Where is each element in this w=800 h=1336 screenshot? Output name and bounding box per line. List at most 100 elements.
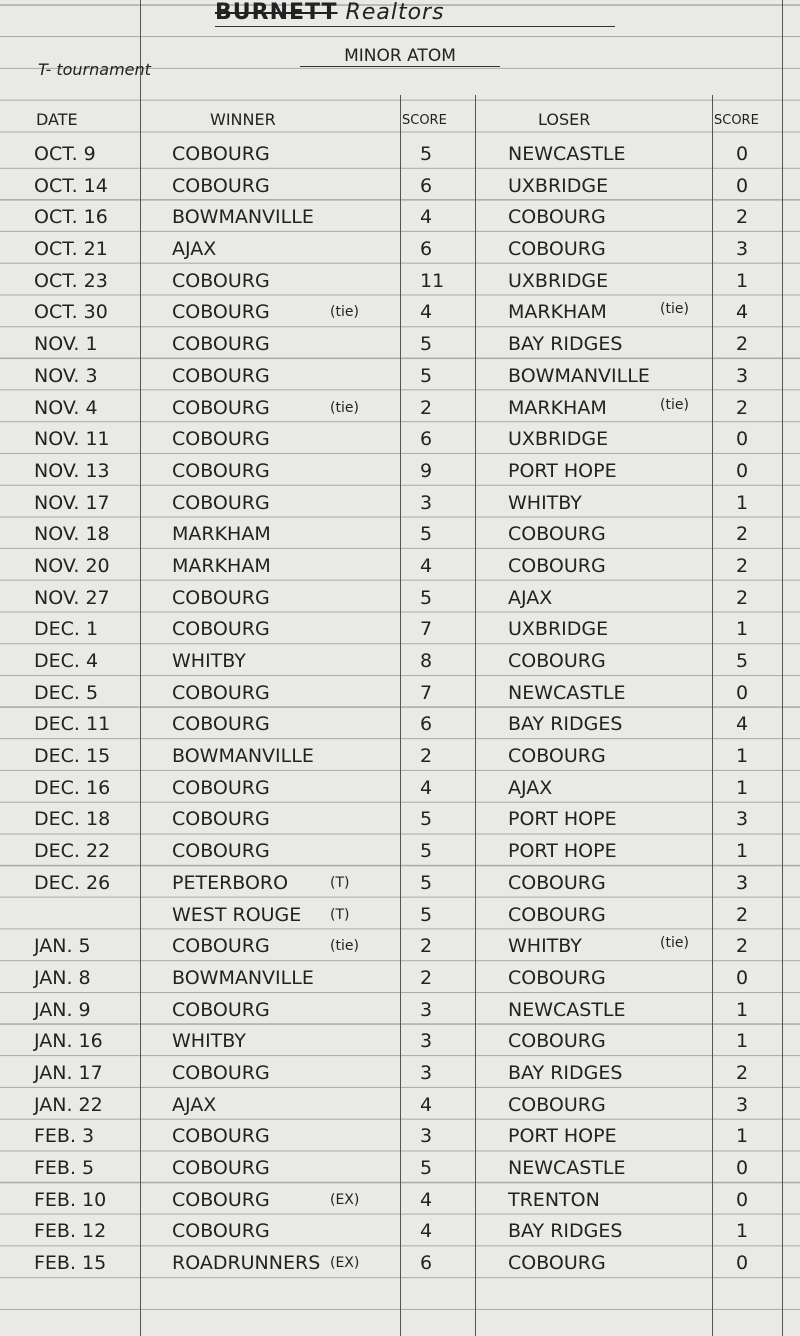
- winner-cell: WEST ROUGE: [172, 903, 302, 926]
- winner-score-cell: 5: [420, 871, 433, 894]
- winner-cell: COBOURG: [172, 618, 270, 641]
- loser-cell: COBOURG: [508, 554, 606, 577]
- loser-cell: COBOURG: [508, 966, 606, 989]
- loser-cell: UXBRIDGE: [508, 269, 609, 292]
- winner-cell: WHITBY: [172, 1030, 246, 1053]
- winner-note: (T): [330, 874, 350, 891]
- column-divider: [782, 0, 783, 1336]
- winner-score-cell: 3: [420, 491, 433, 514]
- header-winner-score: SCORE: [402, 113, 447, 128]
- loser-cell: COBOURG: [508, 650, 606, 672]
- loser-cell: UXBRIDGE: [508, 618, 609, 641]
- table-row: NOV. 27 COBOURG 5 AJAX 2: [0, 581, 790, 613]
- table-row: NOV. 1 COBOURG 5 BAY RIDGES 2: [0, 327, 790, 359]
- loser-score-cell: 3: [736, 238, 749, 261]
- loser-score-cell: 3: [736, 871, 749, 894]
- winner-note: (tie): [330, 304, 359, 321]
- table-row: NOV. 3 COBOURG 5 BOWMANVILLE 3: [0, 359, 790, 391]
- column-divider: [475, 95, 476, 1336]
- table-row: WEST ROUGE 5 COBOURG 2 (T): [0, 898, 790, 930]
- table-row: JAN. 17 COBOURG 3 BAY RIDGES 2: [0, 1056, 790, 1088]
- loser-score-cell: 1: [736, 491, 749, 514]
- date-cell: DEC. 1: [34, 618, 99, 641]
- winner-cell: ROADRUNNERS: [172, 1252, 321, 1275]
- date-cell: FEB. 10: [34, 1188, 107, 1211]
- loser-cell: NEWCASTLE: [508, 681, 626, 704]
- table-row: FEB. 10 COBOURG 4 TRENTON 0 (EX): [0, 1183, 790, 1215]
- date-cell: NOV. 13: [34, 459, 110, 482]
- loser-score-cell: 2: [736, 903, 749, 926]
- header-loser-score: SCORE: [714, 113, 759, 128]
- column-divider: [712, 95, 713, 1336]
- table-row: FEB. 3 COBOURG 3 PORT HOPE 1: [0, 1119, 790, 1151]
- loser-cell: BAY RIDGES: [508, 333, 623, 356]
- loser-cell: PORT HOPE: [508, 459, 617, 482]
- table-row: DEC. 16 COBOURG 4 AJAX 1: [0, 771, 790, 803]
- table-row: JAN. 9 COBOURG 3 NEWCASTLE 1: [0, 993, 790, 1025]
- loser-cell: PORT HOPE: [508, 840, 617, 863]
- winner-score-cell: 3: [420, 1125, 433, 1148]
- winner-cell: COBOURG: [172, 1157, 270, 1179]
- table-row: OCT. 30 COBOURG 4 MARKHAM 4 (tie) (tie): [0, 295, 790, 327]
- page-title: BURNETT Realtors: [215, 0, 615, 27]
- winner-score-cell: 4: [420, 776, 433, 799]
- winner-score-cell: 5: [420, 808, 433, 831]
- loser-score-cell: 2: [736, 396, 749, 419]
- date-cell: NOV. 4: [34, 396, 98, 419]
- date-cell: FEB. 5: [34, 1157, 95, 1179]
- winner-cell: COBOURG: [172, 808, 270, 831]
- date-cell: DEC. 26: [34, 871, 111, 894]
- loser-note: (tie): [660, 935, 689, 952]
- date-cell: OCT. 21: [34, 238, 108, 261]
- loser-score-cell: 0: [736, 1157, 749, 1179]
- loser-score-cell: 1: [736, 745, 749, 768]
- loser-cell: NEWCASTLE: [508, 998, 626, 1021]
- loser-cell: COBOURG: [508, 206, 606, 229]
- date-cell: JAN. 8: [34, 966, 91, 989]
- loser-cell: UXBRIDGE: [508, 428, 609, 451]
- loser-score-cell: 1: [736, 998, 749, 1021]
- header-loser: LOSER: [538, 110, 591, 129]
- loser-score-cell: 4: [736, 713, 749, 736]
- winner-cell: COBOURG: [172, 301, 270, 324]
- loser-score-cell: 3: [736, 1093, 749, 1116]
- winner-cell: MARKHAM: [172, 554, 271, 577]
- loser-score-cell: 2: [736, 935, 749, 958]
- winner-score-cell: 3: [420, 1030, 433, 1053]
- column-divider: [400, 95, 401, 1336]
- date-cell: DEC. 22: [34, 840, 111, 863]
- table-row: DEC. 22 COBOURG 5 PORT HOPE 1: [0, 834, 790, 866]
- winner-cell: COBOURG: [172, 491, 270, 514]
- winner-cell: COBOURG: [172, 840, 270, 863]
- loser-note: (tie): [660, 301, 689, 318]
- winner-score-cell: 3: [420, 1061, 433, 1084]
- winner-score-cell: 5: [420, 586, 433, 609]
- loser-cell: TRENTON: [508, 1188, 600, 1211]
- loser-score-cell: 2: [736, 586, 749, 609]
- loser-score-cell: 0: [736, 143, 749, 165]
- winner-score-cell: 7: [420, 681, 433, 704]
- loser-score-cell: 1: [736, 1030, 749, 1053]
- table-row: OCT. 14 COBOURG 6 UXBRIDGE 0: [0, 169, 790, 201]
- winner-cell: AJAX: [172, 238, 217, 261]
- date-cell: FEB. 15: [34, 1252, 107, 1275]
- winner-cell: COBOURG: [172, 459, 270, 482]
- date-cell: JAN. 16: [34, 1030, 103, 1053]
- loser-score-cell: 2: [736, 206, 749, 229]
- loser-score-cell: 3: [736, 808, 749, 831]
- table-row: JAN. 5 COBOURG 2 WHITBY 2 (tie) (tie): [0, 929, 790, 961]
- legend-note: T- tournament: [38, 60, 151, 79]
- loser-score-cell: 2: [736, 333, 749, 356]
- table-row: DEC. 4 WHITBY 8 COBOURG 5: [0, 644, 790, 676]
- loser-cell: UXBRIDGE: [508, 174, 609, 197]
- date-cell: OCT. 14: [34, 174, 108, 197]
- loser-cell: COBOURG: [508, 871, 606, 894]
- winner-score-cell: 6: [420, 238, 433, 261]
- winner-cell: COBOURG: [172, 586, 270, 609]
- winner-score-cell: 5: [420, 143, 433, 165]
- table-row: FEB. 12 COBOURG 4 BAY RIDGES 1: [0, 1214, 790, 1246]
- date-cell: FEB. 3: [34, 1125, 95, 1148]
- loser-score-cell: 4: [736, 301, 749, 324]
- loser-score-cell: 2: [736, 523, 749, 546]
- date-cell: JAN. 22: [34, 1093, 103, 1116]
